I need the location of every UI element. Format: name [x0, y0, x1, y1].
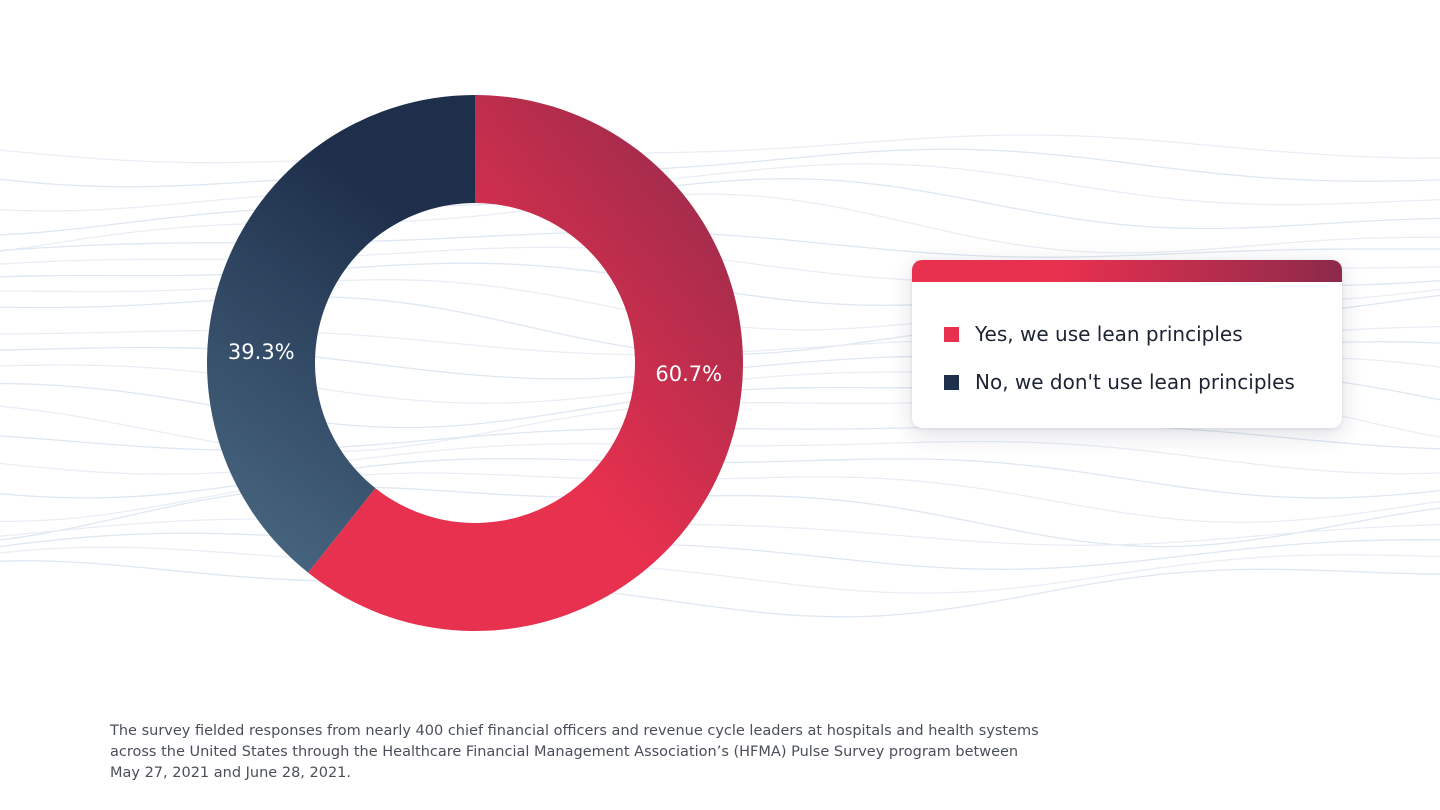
background-wave-line	[0, 134, 1440, 164]
legend-label-yes: Yes, we use lean principles	[975, 322, 1243, 346]
background-wave-line	[0, 518, 1440, 546]
legend-item-yes: Yes, we use lean principles	[944, 310, 1342, 358]
donut-slice-no	[207, 95, 475, 573]
donut-value-labels: 60.7% 39.3%	[228, 340, 722, 386]
legend-item-no: No, we don't use lean principles	[944, 358, 1342, 406]
background-wave-line	[0, 193, 1440, 254]
legend-header-bar	[912, 260, 1342, 282]
donut-label-no: 39.3%	[228, 340, 295, 364]
donut-slices	[207, 95, 744, 632]
background-wave-line	[0, 546, 1440, 594]
background-wave-line	[0, 178, 1440, 236]
background-wave-line	[0, 486, 1440, 548]
legend-swatch-no	[944, 374, 959, 390]
donut-slice-yes	[308, 95, 744, 632]
background-wave-line	[0, 148, 1440, 188]
legend-swatch-yes	[944, 326, 959, 342]
survey-footnote: The survey fielded responses from nearly…	[110, 723, 1039, 781]
background-wave-line	[0, 560, 1440, 618]
legend-list: Yes, we use lean principles No, we don't…	[912, 282, 1342, 406]
legend-card: Yes, we use lean principles No, we don't…	[912, 260, 1342, 428]
legend-label-no: No, we don't use lean principles	[975, 370, 1295, 394]
donut-label-yes: 60.7%	[655, 362, 722, 386]
background-wave-line	[0, 163, 1440, 212]
background-wave-line	[0, 532, 1440, 570]
